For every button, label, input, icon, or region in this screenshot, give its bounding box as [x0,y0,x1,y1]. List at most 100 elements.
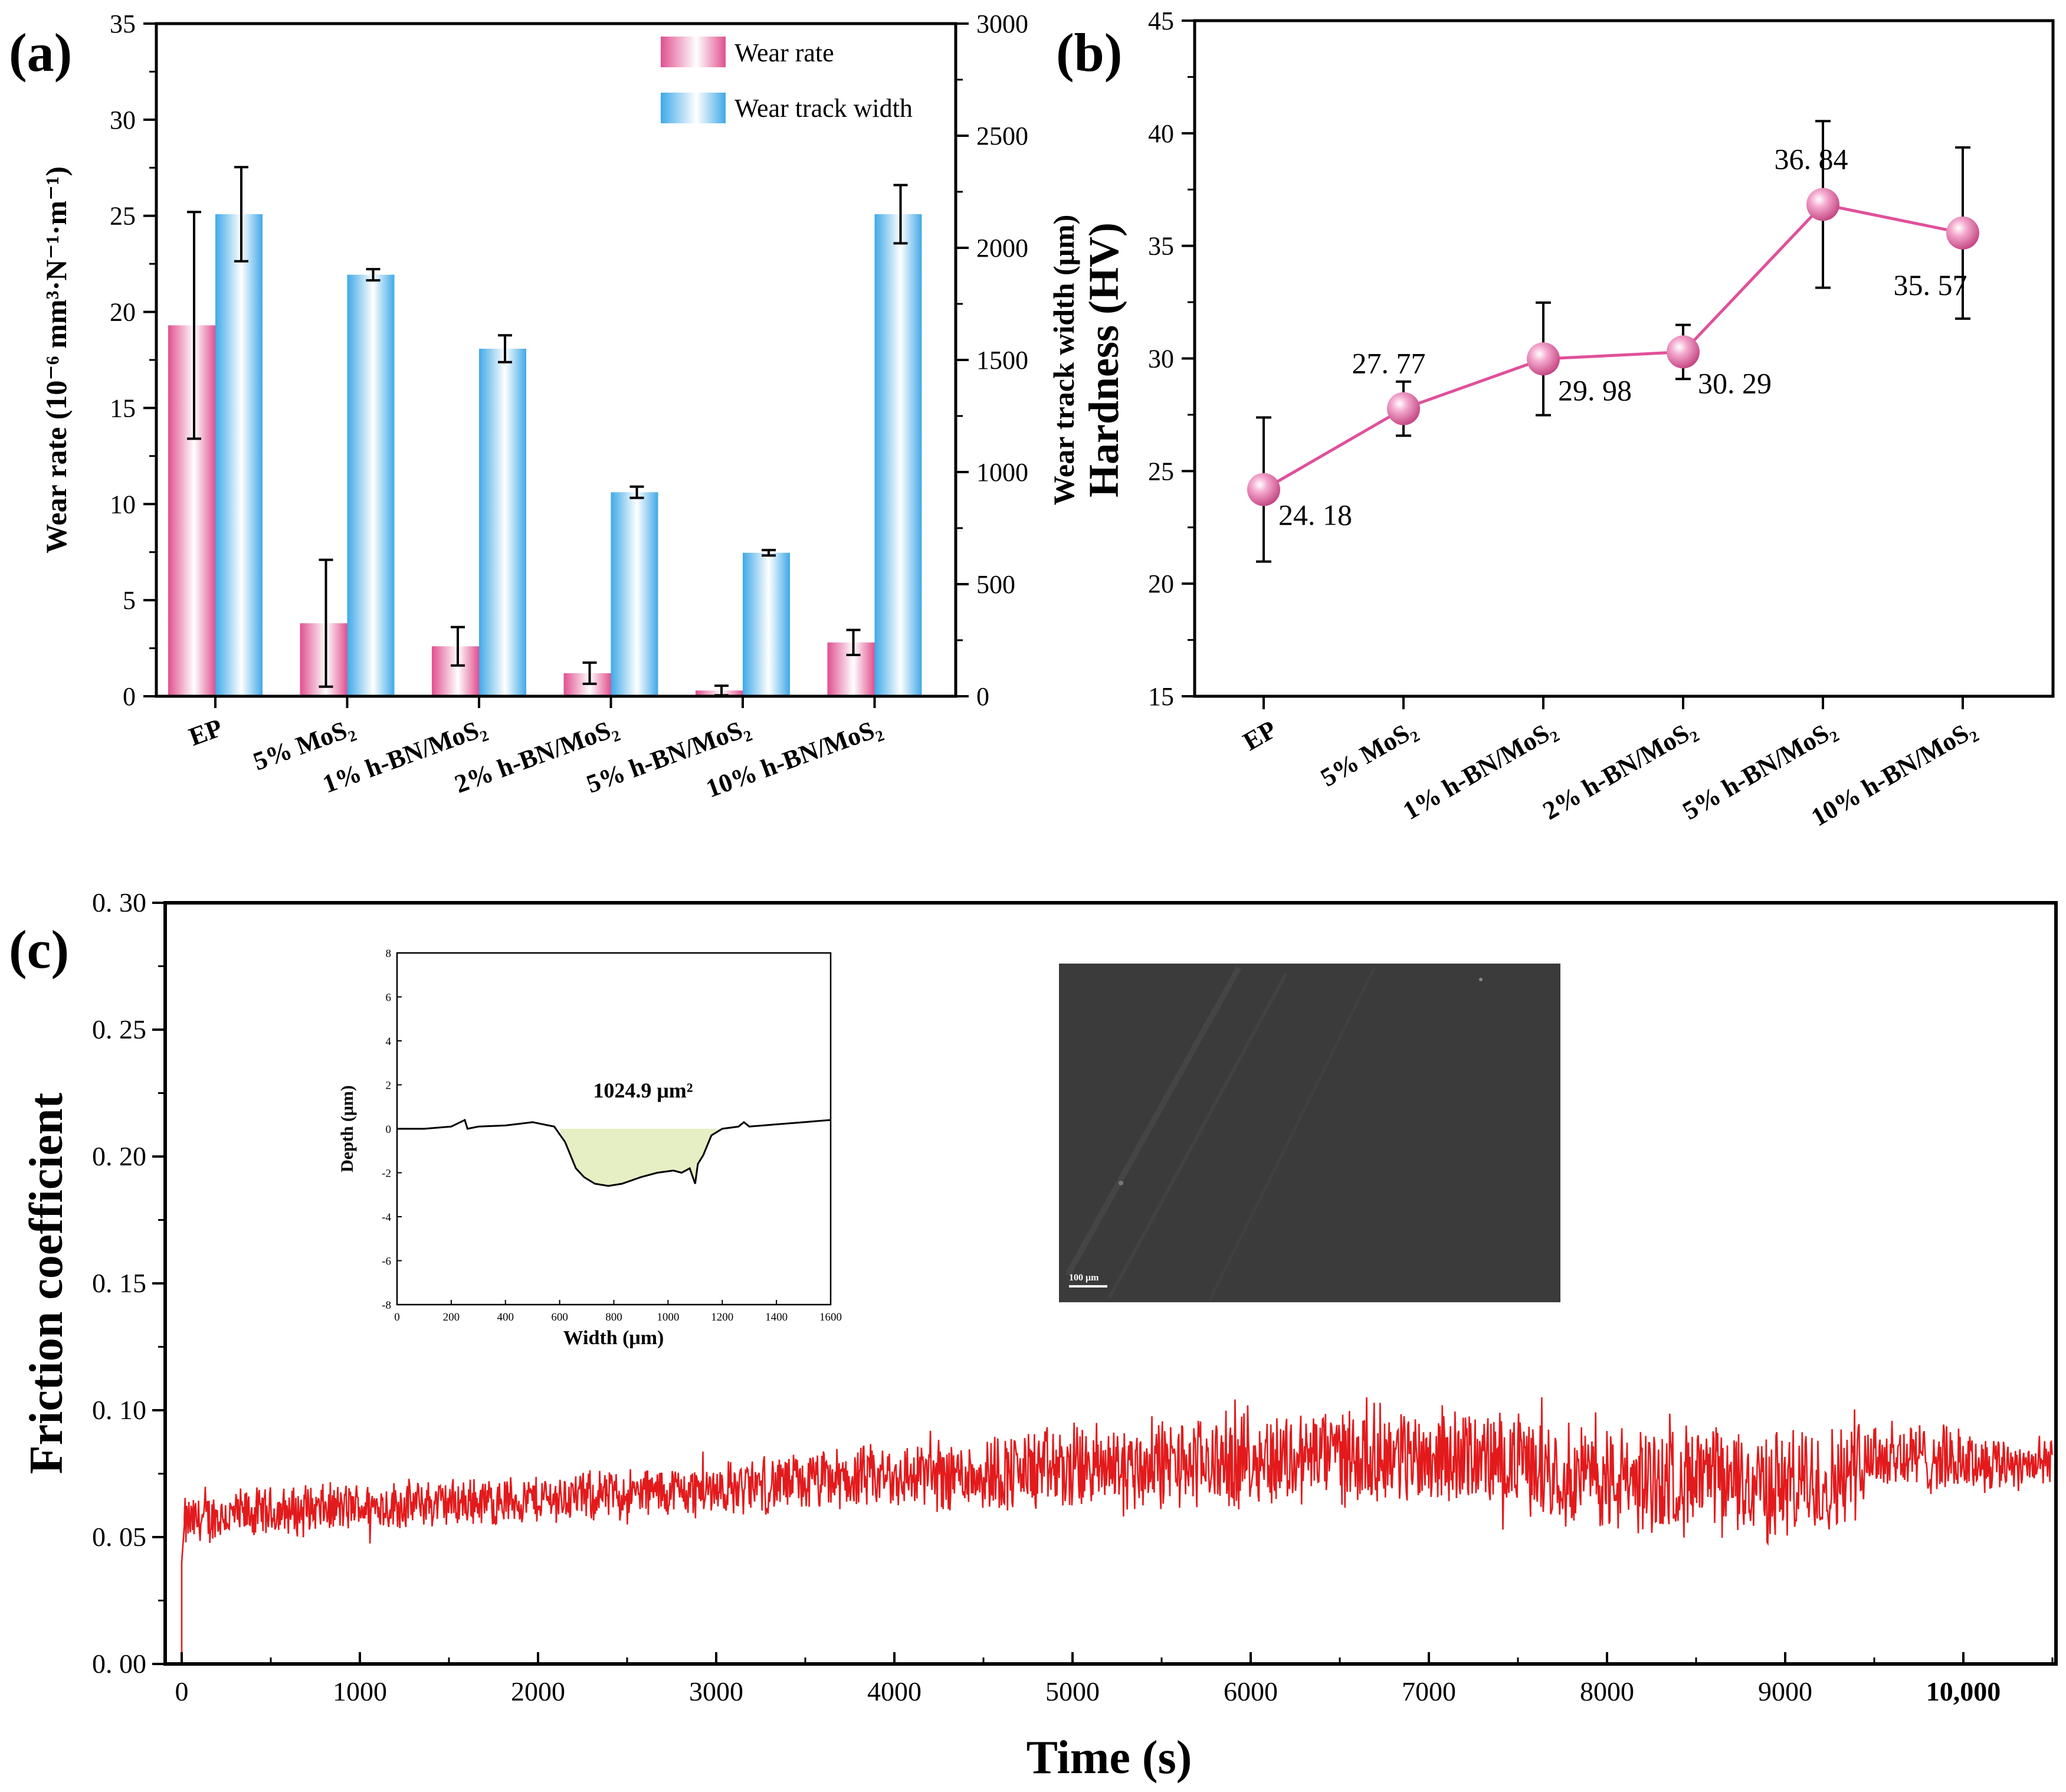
error-bar-wear-rate-5 [846,628,861,656]
panel-b-data-labels: 24. 18 27. 77 29. 98 30. 29 36. 84 35. 57 [1278,142,1967,531]
panel-a-y2-tick-label: 2000 [976,234,1028,263]
panel-label-a: (a) [9,22,72,83]
panel-c-chart: 0. 00 0. 05 0. 10 0. 15 0. 20 0. 25 0. 30 0 100… [21,887,2058,1784]
panel-b-y-tick-label: 25 [1148,457,1174,486]
inset-y-tick-label: 2 [386,1080,392,1092]
inset-y-tick-label: 6 [386,992,392,1004]
panel-label-c: (c) [9,919,69,979]
error-bar-wear-track-width-2 [498,334,512,363]
inset-y-tick-label: -6 [382,1256,391,1268]
bar-wear-rate-0 [168,325,215,696]
panel-a-y-tick-label: 20 [110,298,136,327]
panel-b-y-tick-label: 20 [1148,569,1174,598]
panel-c-y-tick-label: 0. 15 [92,1268,146,1298]
panel-c-x-tick-label: 6000 [1224,1676,1278,1706]
panel-c-x-tick-label: 3000 [689,1676,743,1706]
panel-c-y-tick-label: 0. 20 [92,1141,146,1171]
panel-c-x-tick-label: 8000 [1580,1676,1634,1706]
panel-a-y-tick-label: 5 [123,586,136,615]
panel-a-y2-axis-label: Wear track width (μm) [1047,215,1080,506]
panel-a-y2-tick-label: 500 [976,570,1015,599]
error-bar-wear-rate-2 [451,625,465,667]
bar-wear-track-width-3 [611,492,658,696]
panel-b-y-tick-label: 40 [1148,119,1174,148]
panel-b-y-tick-label: 35 [1148,232,1174,261]
bar-wear-rate-1 [300,623,347,696]
inset-ticks [396,952,831,1305]
bar-wear-track-width-2 [479,349,526,696]
panel-b-points [1247,188,1979,506]
bar-wear-track-width-5 [874,214,922,696]
inset-y-tick-label: 0 [386,1123,392,1136]
panel-c-x-tick-label: 5000 [1045,1676,1100,1706]
panel-c-y-axis-label: Friction coefficient [21,1092,73,1474]
error-bar-wear-rate-0 [187,211,201,440]
panel-c-x-tick-label: 1000 [333,1676,387,1706]
panel-b-point-0 [1247,473,1280,506]
inset-y-tick-label: -8 [382,1299,391,1312]
panel-b-point-3 [1667,335,1700,369]
panel-c-x-axis-label: Time (s) [1027,1732,1192,1784]
bar-wear-rate-5 [827,642,875,696]
inset-y-axis-label: Depth (μm) [337,1085,357,1172]
panel-a-y2-tick-label: 3000 [976,9,1028,38]
bar-wear-track-width-4 [743,552,790,696]
panel-b-plot-frame [1193,19,2055,698]
bar-wear-track-width-1 [347,274,395,697]
panel-a-y-tick-label: 10 [110,490,136,519]
panel-c-x-tick-label: 4000 [867,1676,921,1706]
legend-label-wear-rate: Wear rate [734,38,834,67]
panel-b-point-5 [1946,216,1979,250]
inset-x-axis-label: Width (μm) [563,1327,664,1349]
bar-wear-rate-4 [696,690,743,696]
error-bar-wear-track-width-0 [234,166,248,263]
panel-b-x-tick-label: EP [1238,715,1281,756]
panel-a-y-tick-label: 0 [123,682,136,711]
inset-x-tick-label: 400 [497,1311,514,1323]
panel-c-x-tick-label: 2000 [511,1676,565,1706]
inset-annotation: 1024.9 μm² [593,1079,693,1102]
panel-a-y2-tick-label: 1500 [976,346,1028,375]
micrograph-image: 100 μm [1059,964,1560,1302]
panel-c-x-tick-label: 7000 [1402,1676,1456,1706]
panel-a-x-tick-label: EP [185,713,227,751]
inset-x-tick-label: 1400 [765,1311,788,1323]
panel-b-point-4 [1806,188,1839,221]
panel-c-y-tick-label: 0. 00 [92,1649,146,1679]
error-bar-wear-track-width-4 [762,549,776,557]
panel-b-data-label-0: 24. 18 [1278,499,1352,532]
panel-c-y-tick-label: 0. 05 [92,1522,146,1552]
legend-label-wear-track-width: Wear track width [734,94,913,123]
panel-b-x-tick-label: 5% MoS₂ [1316,715,1421,792]
panel-b-y-axis-label: Hardness (HV) [1080,222,1127,497]
inset-x-tick-label: 0 [394,1311,400,1323]
panel-b-ticks [1182,19,1964,709]
panel-a-y-tick-labels: 0 5 10 15 20 25 30 35 [110,9,136,711]
panel-b-y-tick-labels: 15 20 25 30 35 40 45 [1148,6,1174,711]
micrograph-scale-label: 100 μm [1069,1273,1099,1283]
error-bar-wear-rate-1 [319,558,333,688]
panel-c-y-tick-labels: 0. 00 0. 05 0. 10 0. 15 0. 20 0. 25 0. 30 [92,887,146,1679]
inset-x-tick-label: 600 [551,1311,568,1323]
inset-y-tick-label: 8 [386,948,392,960]
bar-wear-rate-2 [432,646,479,696]
panel-c-x-tick-label: 9000 [1758,1676,1812,1706]
inset-y-tick-label: -4 [382,1211,391,1224]
panel-a-plot-frame [155,22,957,698]
panel-b-point-2 [1527,342,1560,376]
panel-c-y-tick-label: 0. 30 [92,887,146,918]
panel-c-y-tick-label: 0. 25 [92,1014,146,1044]
panel-a-y-tick-label: 30 [110,106,136,135]
panel-a-y2-tick-label: 2500 [976,122,1028,150]
panel-b-y-tick-label: 45 [1148,6,1174,35]
inset-y-tick-label: -2 [382,1168,391,1180]
panel-b-data-label-5: 35. 57 [1894,268,1967,302]
panel-a-y2-tick-label: 0 [976,682,989,711]
legend-swatch-wear-rate [661,37,726,67]
panel-a-y-tick-label: 25 [110,202,136,231]
panel-c-x-tick-label: 0 [175,1676,189,1706]
error-bar-wear-rate-3 [582,661,597,685]
inset-x-tick-label: 1000 [657,1311,679,1323]
